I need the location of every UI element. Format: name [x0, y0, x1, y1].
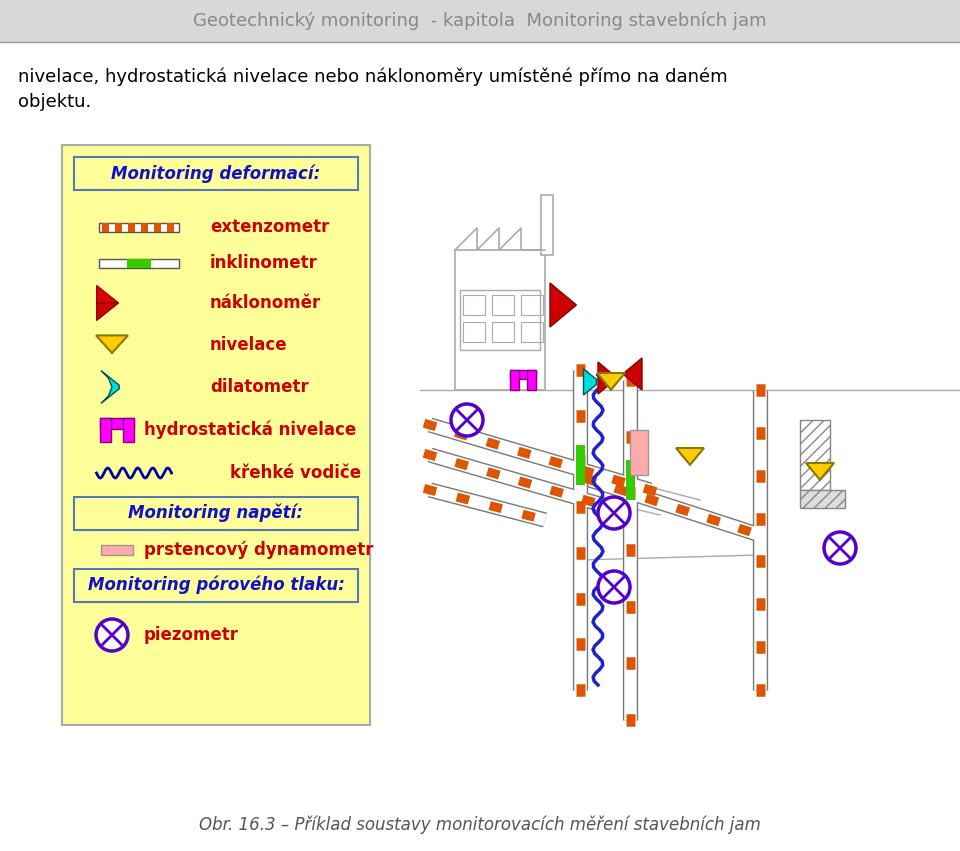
Bar [102, 222, 109, 231]
Bar [115, 222, 122, 231]
Bar [463, 295, 485, 315]
Bar [800, 490, 845, 508]
Bar [576, 445, 585, 485]
Polygon shape [598, 362, 617, 394]
Text: extenzometr: extenzometr [210, 218, 329, 236]
Polygon shape [584, 369, 596, 395]
Bar [460, 290, 540, 350]
Polygon shape [97, 303, 119, 321]
Bar [74, 157, 358, 190]
Polygon shape [623, 358, 642, 390]
Polygon shape [101, 371, 119, 403]
Bar [167, 222, 174, 231]
Bar [141, 222, 148, 231]
Text: Geotechnický monitoring  - kapitola  Monitoring stavebních jam: Geotechnický monitoring - kapitola Monit… [193, 12, 767, 31]
Bar [800, 420, 830, 490]
Text: hydrostatická nivelace: hydrostatická nivelace [144, 420, 356, 439]
Text: piezometr: piezometr [144, 626, 239, 644]
Text: nivelace: nivelace [210, 336, 288, 354]
Text: náklonoměr: náklonoměr [210, 294, 322, 312]
Text: dilatometr: dilatometr [210, 378, 309, 396]
Bar [510, 370, 536, 379]
Circle shape [598, 497, 630, 529]
Text: Monitoring napětí:: Monitoring napětí: [129, 504, 303, 523]
Bar [99, 259, 179, 267]
Bar [74, 569, 358, 602]
Bar [455, 250, 545, 390]
Bar [527, 370, 536, 390]
Circle shape [96, 619, 128, 651]
Bar [123, 418, 134, 442]
Text: inklinometr: inklinometr [210, 254, 318, 272]
Circle shape [598, 571, 630, 603]
Text: křehké vodiče: křehké vodiče [230, 464, 361, 482]
Polygon shape [676, 448, 704, 465]
Bar [521, 295, 543, 315]
Bar [74, 497, 358, 530]
Polygon shape [96, 335, 128, 353]
Bar [541, 195, 553, 255]
Bar [630, 430, 648, 475]
Circle shape [451, 404, 483, 436]
Text: Monitoring pórového tlaku:: Monitoring pórového tlaku: [87, 576, 345, 594]
Bar [154, 222, 161, 231]
Bar [127, 259, 151, 267]
Bar [100, 418, 111, 442]
Text: Obr. 16.3 – Příklad soustavy monitorovacích měření stavebních jam: Obr. 16.3 – Příklad soustavy monitorovac… [199, 816, 761, 834]
Bar [626, 460, 635, 500]
Bar [492, 295, 514, 315]
Bar [128, 222, 135, 231]
Bar [492, 322, 514, 342]
Bar [100, 418, 134, 429]
Polygon shape [597, 373, 625, 390]
Circle shape [824, 532, 856, 564]
Bar [62, 145, 370, 725]
Text: prstencový dynamometr: prstencový dynamometr [144, 541, 373, 559]
Text: nivelace, hydrostatická nivelace nebo náklonoměry umístěné přímo na daném: nivelace, hydrostatická nivelace nebo ná… [18, 68, 728, 87]
Bar [463, 322, 485, 342]
Bar [0, 0, 960, 42]
Bar [99, 222, 179, 231]
Polygon shape [97, 285, 119, 303]
Polygon shape [550, 283, 576, 327]
Text: Monitoring deformací:: Monitoring deformací: [111, 165, 321, 183]
Text: objektu.: objektu. [18, 93, 91, 111]
Polygon shape [806, 463, 834, 480]
Bar [101, 545, 133, 555]
Bar [510, 370, 519, 390]
Bar [521, 322, 543, 342]
